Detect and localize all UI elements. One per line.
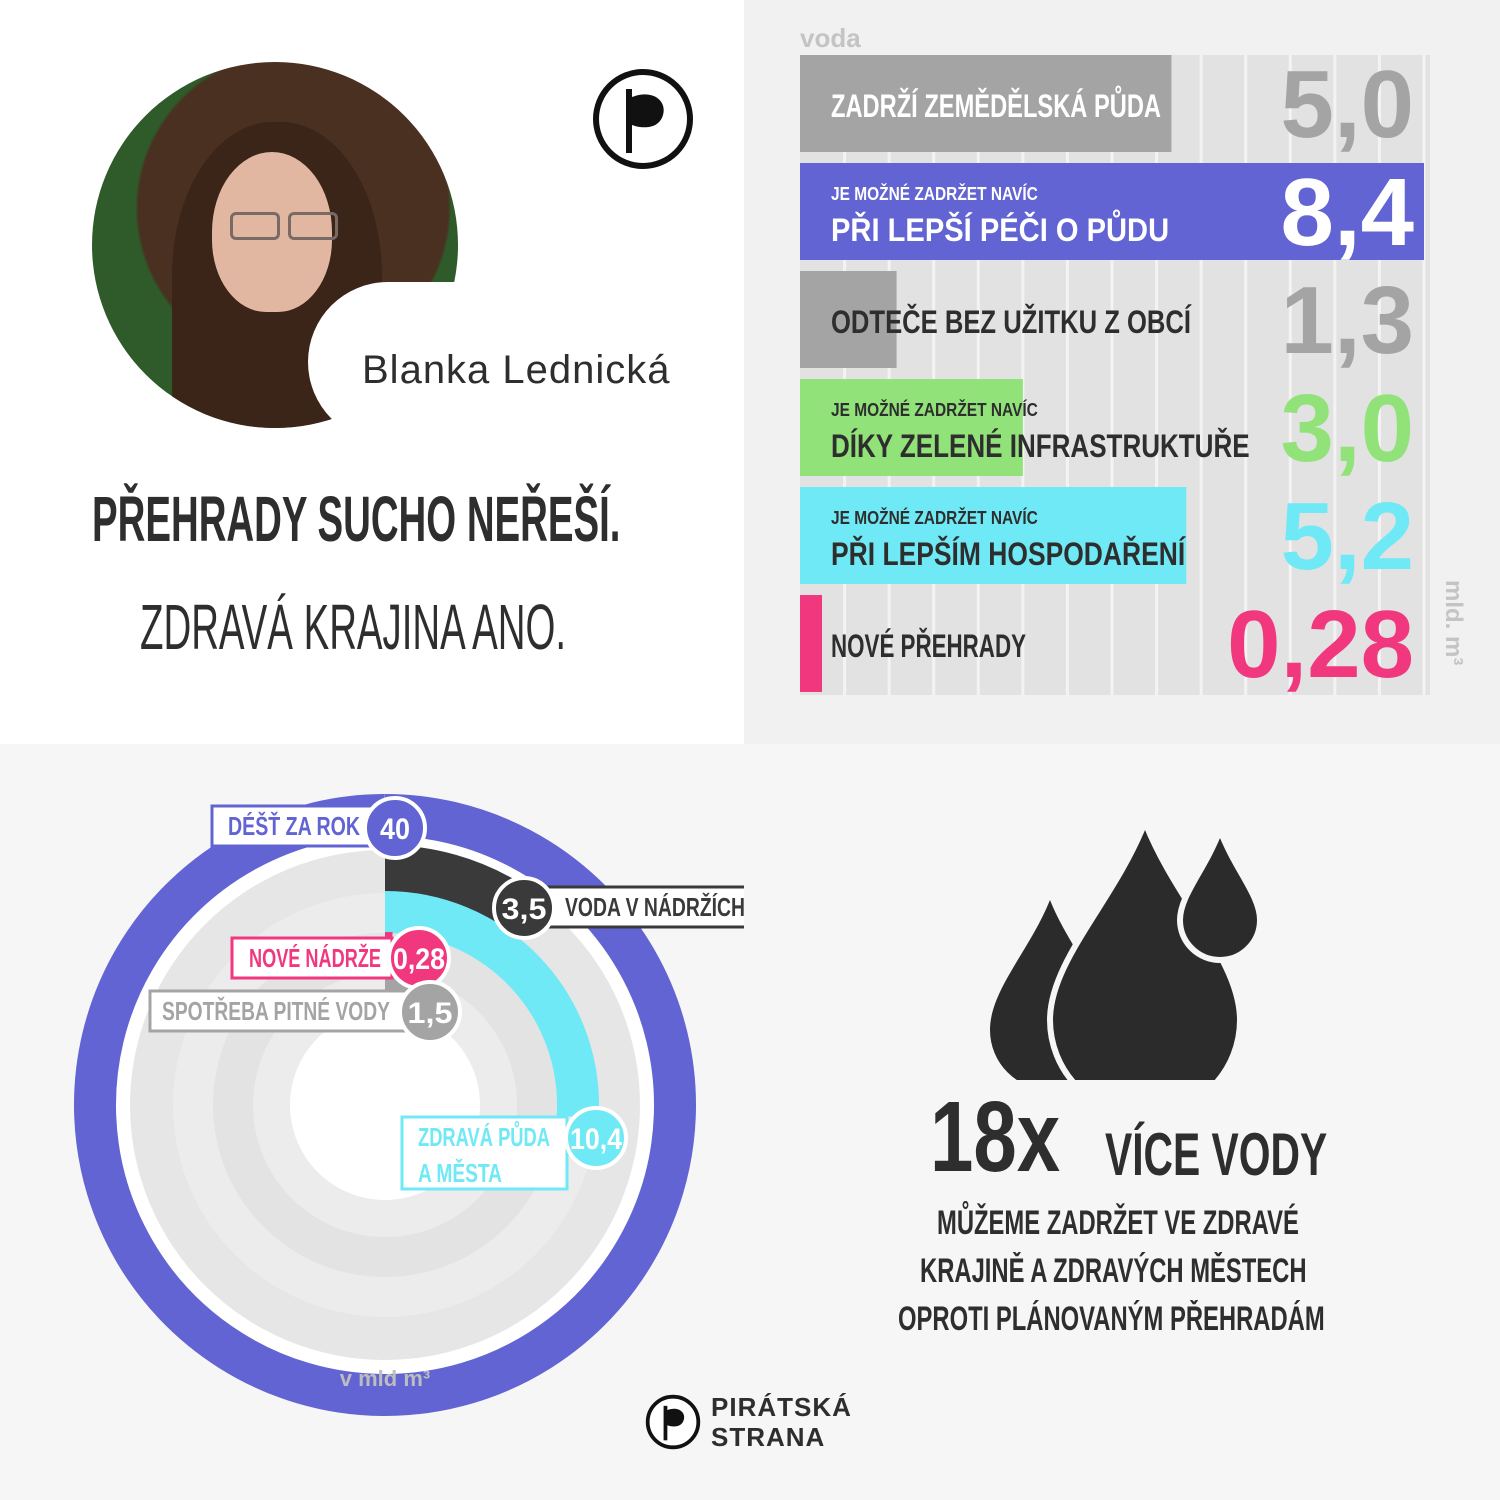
bar-chart-unit: mld. m³ — [1440, 580, 1467, 665]
name-bubble — [308, 282, 728, 442]
radial-arc-3 — [384, 891, 599, 1119]
bar-label-5: PŘI LEPŠÍM HOSPODAŘENÍ — [831, 536, 1186, 572]
radial-label-3: ZDRAVÁ PŮDA — [418, 1120, 550, 1152]
claim-multiplier: 18x — [930, 1081, 1061, 1193]
bar-value-4: 3,0 — [1281, 375, 1414, 482]
bar-label-2: PŘI LEPŠÍ PÉČI O PŮDU — [831, 210, 1169, 248]
radial-label-4: NOVÉ NÁDRŽE — [249, 943, 381, 973]
bar-value-5: 5,2 — [1281, 483, 1414, 590]
radial-label-5: SPOTŘEBA PITNÉ VODY — [162, 996, 390, 1026]
radial-value-2: 3,5 — [502, 893, 547, 926]
bar-sublabel-5: JE MOŽNÉ ZADRŽET NAVÍC — [831, 507, 1038, 528]
bar-chart-grid — [800, 55, 1430, 695]
portrait-glasses-right — [288, 212, 338, 240]
bar-sublabel-4: JE MOŽNÉ ZADRŽET NAVÍC — [831, 399, 1038, 420]
radial-badge-1 — [363, 796, 427, 860]
brand-line2: STRANA — [711, 1422, 826, 1452]
radial-badge-5 — [398, 980, 462, 1044]
claim-headline: VÍCE VODY — [1105, 1121, 1328, 1188]
bar-chart-title: voda — [800, 23, 861, 53]
radial-label-2: VODA V NÁDRŽÍCH — [565, 892, 744, 922]
portrait-glasses-left — [230, 212, 280, 240]
headline-line2: ZDRAVÁ KRAJINA ANO. — [140, 591, 567, 663]
claim-line-2: KRAJINĚ A ZDRAVÝCH MĚSTECH — [920, 1252, 1307, 1290]
radial-label-box-4 — [230, 936, 394, 980]
claim-line-3: OPROTI PLÁNOVANÝM PŘEHRADÁM — [898, 1300, 1325, 1338]
bar-4 — [800, 379, 1023, 476]
bar-chart: voda ZADRŽÍ ZEMĚDĚLSKÁ PŮDA 5,0 JE MOŽNÉ Z… — [800, 23, 1467, 698]
bar-label-1: ZADRŽÍ ZEMĚDĚLSKÁ PŮDA — [831, 86, 1161, 124]
radial-labels: DÉŠŤ ZA ROK 40 VODA V NÁDRŽÍCH 3,5 ZDRAVÁ PŮ… — [148, 796, 744, 1191]
brand-line1: PIRÁTSKÁ — [711, 1392, 852, 1422]
radial-label-1: DÉŠŤ ZA ROK — [228, 811, 360, 841]
bar-label-6: NOVÉ PŘEHRADY — [831, 628, 1026, 664]
bar-value-6: 0,28 — [1227, 591, 1414, 698]
radial-label-3: A MĚSTA — [418, 1158, 502, 1188]
bar-value-2: 8,4 — [1281, 159, 1414, 266]
pirate-flag-icon — [593, 69, 693, 169]
radial-badge-2 — [492, 876, 556, 940]
water-drops-icon — [990, 820, 1264, 1080]
radial-unit-label: v mld m³ — [340, 1366, 430, 1391]
bar-label-3: ODTEČE BEZ UŽITKU Z OBCÍ — [831, 304, 1192, 340]
radial-chart: v mld m³ DÉŠŤ ZA ROK 40 VODA V NÁDRŽÍCH 3,5… — [74, 794, 744, 1416]
bar-chart-rows: ZADRŽÍ ZEMĚDĚLSKÁ PŮDA 5,0 JE MOŽNÉ ZADRŽE… — [800, 51, 1424, 698]
bar-5 — [800, 487, 1187, 584]
radial-label-box-3 — [400, 1115, 569, 1191]
radial-value-5: 1,5 — [408, 997, 453, 1030]
bar-chart-panel — [800, 55, 1430, 695]
radial-value-1: 40 — [380, 813, 410, 846]
bar-label-4: DÍKY ZELENÉ INFRASTRUKTUŘE — [831, 428, 1250, 464]
bar-value-1: 5,0 — [1281, 51, 1414, 158]
bar-value-3: 1,3 — [1281, 267, 1414, 374]
pirate-flag-icon — [645, 1394, 701, 1450]
claim-line-1: MŮŽEME ZADRŽET VE ZDRAVÉ — [937, 1204, 1299, 1242]
radial-value-3: 10,4 — [570, 1123, 622, 1156]
radial-value-4: 0,28 — [393, 943, 445, 976]
bar-2 — [800, 163, 1424, 260]
person-name: Blanka Lednická — [362, 348, 671, 392]
bar-6 — [800, 595, 822, 692]
bar-1 — [800, 55, 1172, 152]
bar-sublabel-2: JE MOŽNÉ ZADRŽET NAVÍC — [831, 183, 1038, 204]
radial-label-box-2 — [538, 885, 744, 929]
radial-badge-3 — [564, 1106, 628, 1170]
headline-line1: PŘEHRADY SUCHO NEŘEŠÍ. — [92, 483, 621, 555]
radial-arc-1 — [74, 794, 697, 1416]
bar-3 — [800, 271, 897, 368]
